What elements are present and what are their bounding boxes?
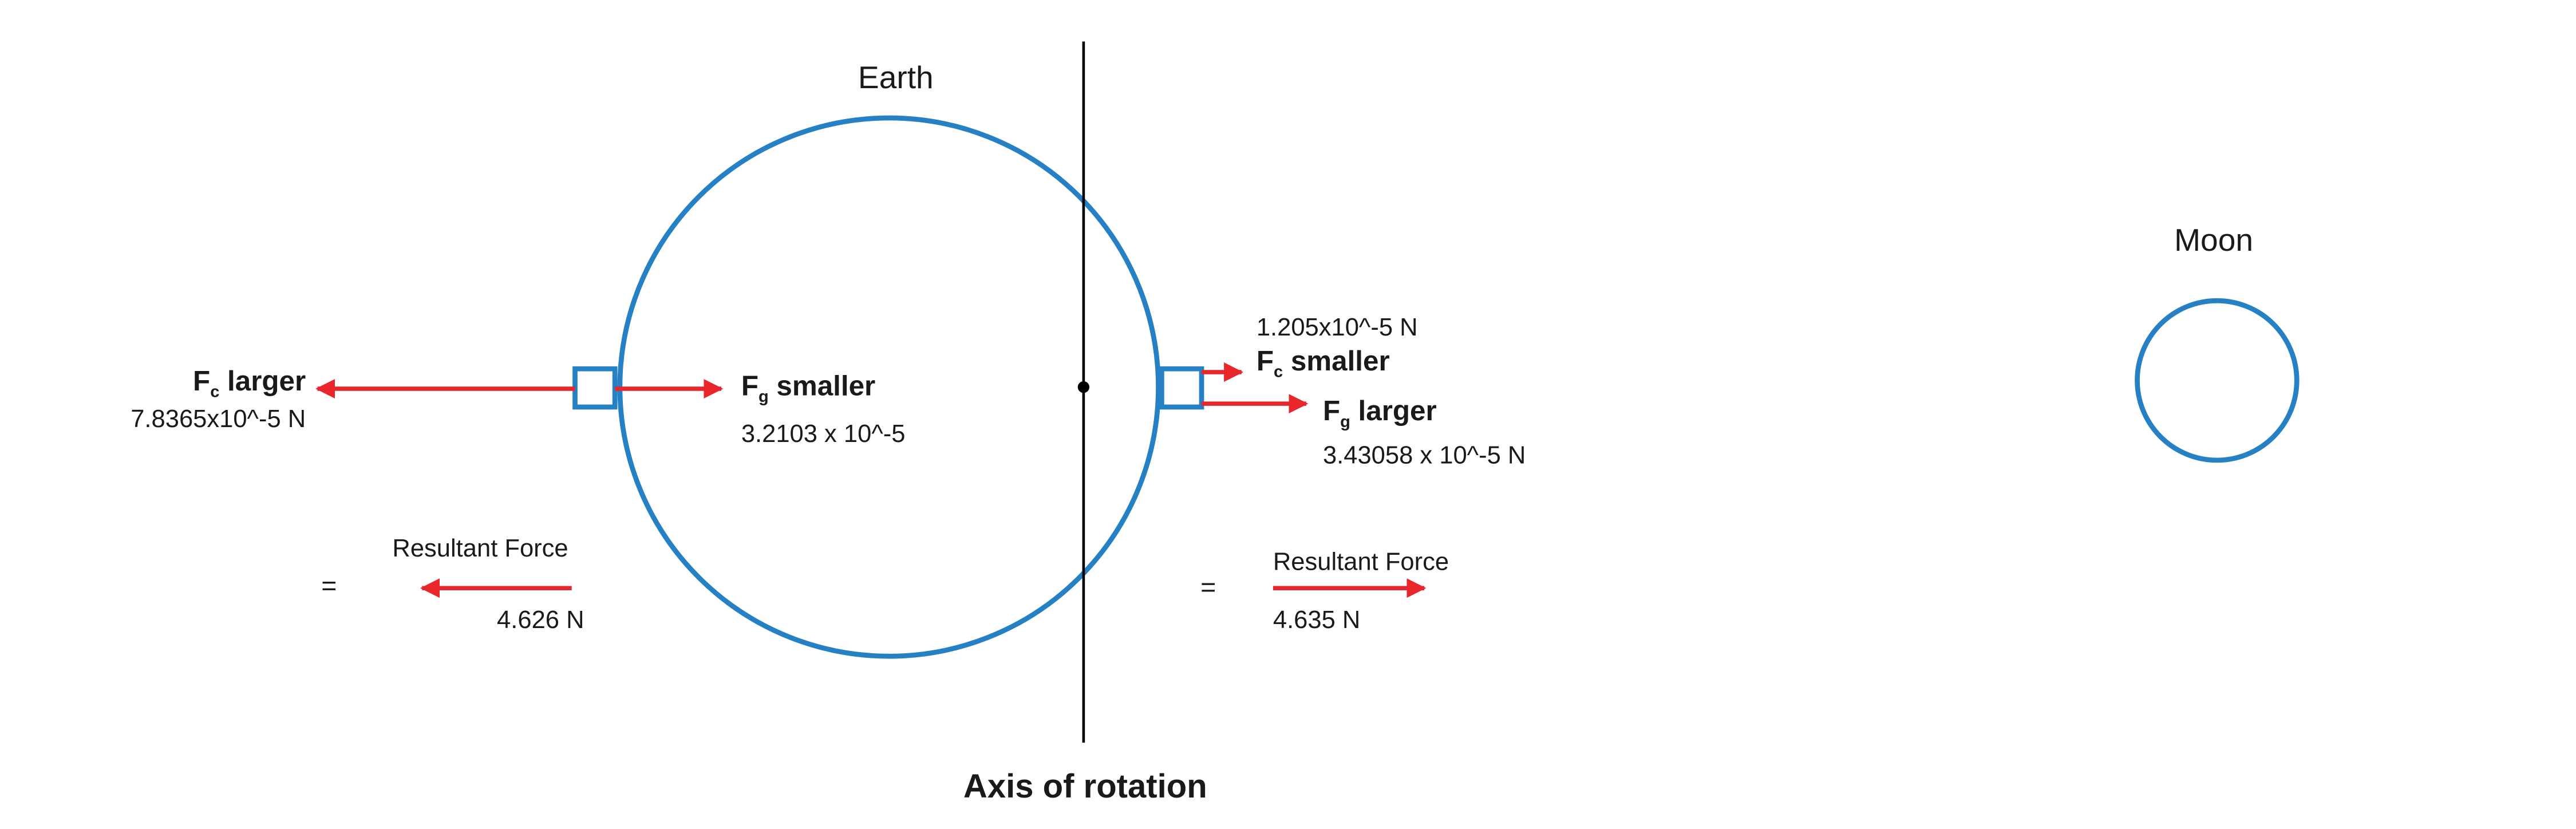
left-equals-sign: = [321,571,337,601]
left-fg-value: 3.2103 x 10^-5 [741,420,906,448]
right-equals-sign: = [1200,573,1216,602]
right-fg-value: 3.43058 x 10^-5 N [1323,442,1526,469]
left-resultant-value: 4.626 N [497,606,584,634]
moon-label: Moon [2174,222,2253,258]
right-fg-label: Fg larger [1323,395,1437,431]
left-fg-label: Fg smaller [741,370,875,406]
right-fc-label: Fc smaller [1257,345,1390,381]
right-resultant-label: Resultant Force [1273,548,1449,575]
left-mass-square [572,366,618,410]
left-fc-value: 7.8365x10^-5 N [131,405,306,433]
earth-label: Earth [858,60,934,95]
left-fc-label: Fc larger [193,365,306,401]
left-resultant-label: Resultant Force [392,535,568,562]
axis-center-dot [1077,381,1090,393]
right-resultant-value: 4.635 N [1273,606,1360,634]
axis-label: Axis of rotation [963,768,1207,805]
right-mass-square [1159,366,1204,410]
right-fc-value: 1.205x10^-5 N [1257,314,1418,341]
moon-circle [2135,298,2300,463]
